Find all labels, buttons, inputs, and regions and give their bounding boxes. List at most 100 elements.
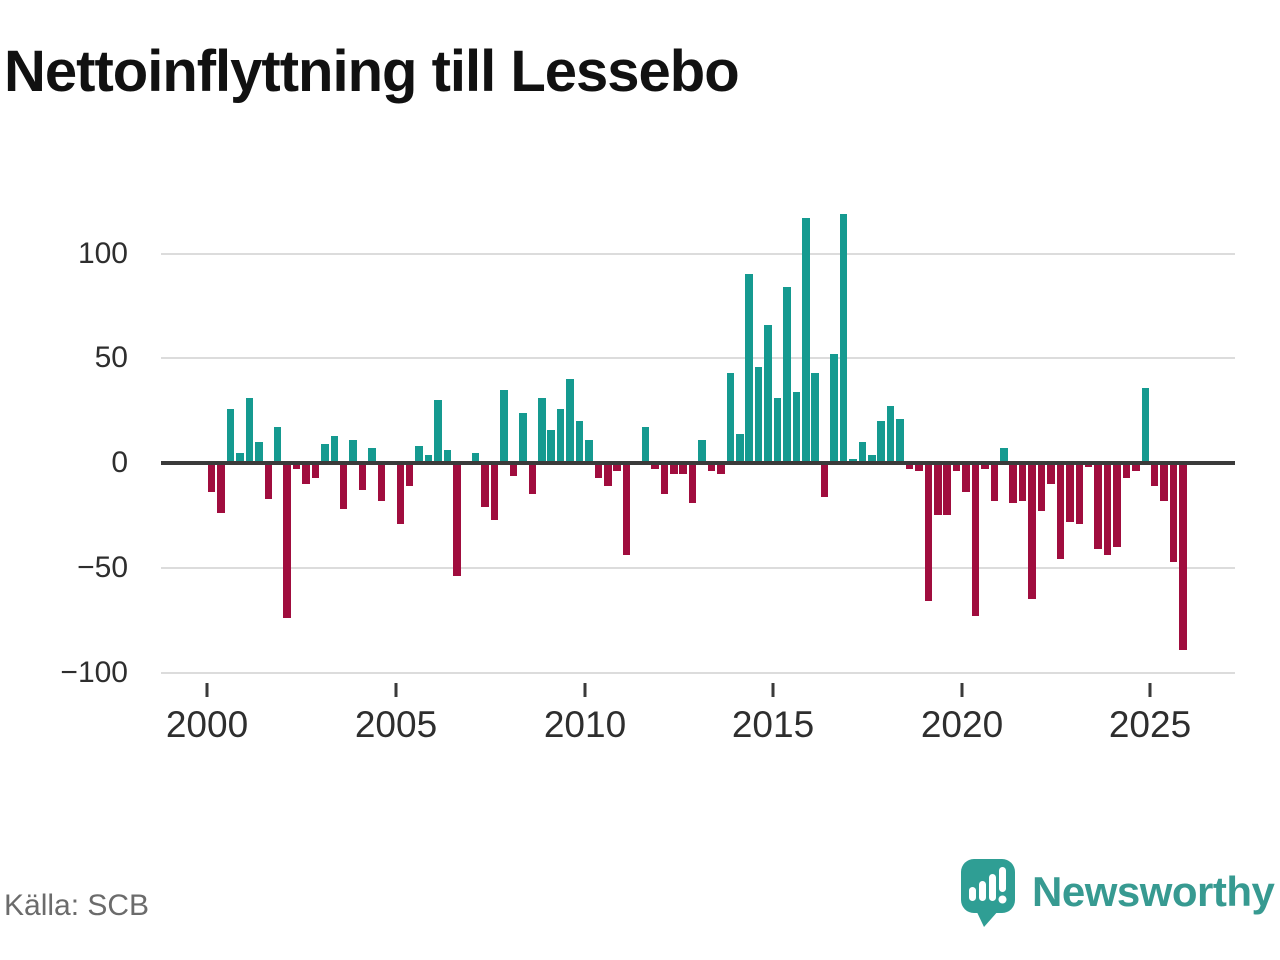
bar-2007-Q4	[500, 389, 508, 463]
bar-2017-Q4	[877, 421, 885, 463]
bar-2003-Q1	[321, 444, 329, 463]
bar-2025-Q1	[1150, 463, 1159, 486]
bar-2000-Q2	[217, 463, 225, 514]
x-tick-mark-2020	[960, 683, 964, 697]
y-tick-label: −50	[77, 550, 128, 584]
bar-2011-Q1	[622, 463, 631, 556]
bar-2009-Q2	[556, 408, 565, 463]
bar-2020-Q2	[971, 463, 980, 616]
bar-2005-Q3	[415, 446, 423, 463]
bar-2018-Q4	[915, 463, 923, 472]
bar-2016-Q2	[820, 463, 829, 497]
x-tick-label: 2000	[165, 704, 249, 745]
bar-2015-Q4	[802, 217, 810, 463]
x-tick-mark-2025	[1148, 683, 1152, 697]
bar-2001-Q2	[255, 442, 263, 464]
x-tick-mark-2010	[583, 683, 587, 697]
bar-2018-Q1	[886, 406, 895, 463]
bar-2012-Q2	[670, 463, 678, 474]
page-title: Nettoinflyttning till Lessebo	[4, 39, 740, 104]
bar-2022-Q4	[1066, 463, 1074, 522]
bar-2023-Q2	[1084, 463, 1093, 468]
bar-2008-Q3	[528, 463, 537, 495]
bar-2008-Q2	[519, 412, 527, 463]
bar-2003-Q4	[349, 440, 357, 463]
bar-2009-Q4	[575, 421, 584, 463]
bar-2002-Q3	[302, 463, 310, 484]
bar-2010-Q3	[604, 463, 612, 486]
source-caption: Källa: SCB	[4, 889, 150, 922]
bar-2003-Q3	[339, 463, 348, 510]
bar-2009-Q1	[547, 429, 555, 463]
x-tick-label: 2020	[920, 704, 1004, 745]
bar-2006-Q3	[453, 463, 461, 577]
bar-2000-Q1	[207, 463, 216, 493]
bar-2019-Q1	[924, 463, 933, 602]
x-tick-label: 2025	[1108, 704, 1192, 745]
bar-2016-Q4	[839, 213, 848, 463]
bar-2007-Q2	[481, 463, 489, 507]
bar-2011-Q3	[641, 427, 650, 463]
gridline-50	[161, 357, 1235, 360]
bar-2020-Q1	[962, 463, 970, 493]
bar-2018-Q2	[896, 419, 904, 463]
bar-2015-Q3	[792, 391, 801, 463]
bar-2019-Q3	[943, 463, 951, 516]
bar-2008-Q4	[538, 398, 546, 463]
bar-2014-Q4	[764, 324, 772, 463]
bar-2003-Q2	[330, 435, 339, 463]
bar-2001-Q3	[264, 463, 273, 499]
bar-2017-Q2	[858, 442, 867, 464]
bar-2007-Q1	[471, 452, 480, 463]
bar-2005-Q4	[424, 454, 433, 463]
bar-2010-Q1	[585, 440, 593, 463]
bar-2013-Q1	[698, 440, 706, 463]
x-tick-mark-2000	[205, 683, 209, 697]
bar-2022-Q1	[1037, 463, 1046, 512]
bar-2019-Q2	[934, 463, 942, 516]
newsworthy-logo-icon	[960, 858, 1016, 933]
bar-2001-Q4	[273, 427, 282, 463]
bar-2004-Q3	[377, 463, 386, 501]
x-tick-mark-2015	[771, 683, 775, 697]
bar-2023-Q1	[1075, 463, 1084, 524]
y-tick-label: 0	[111, 446, 128, 479]
bar-2006-Q2	[443, 450, 452, 463]
bar-2012-Q3	[679, 463, 687, 474]
bar-2016-Q1	[811, 372, 819, 463]
brand-name: Newsworthy	[1032, 867, 1275, 915]
x-tick-label: 2010	[543, 704, 627, 745]
bar-2005-Q2	[405, 463, 414, 486]
bar-2024-Q1	[1113, 463, 1121, 547]
bar-2002-Q2	[292, 463, 301, 470]
bar-2020-Q3	[981, 463, 989, 470]
y-tick-label: −100	[60, 655, 128, 689]
bar-2009-Q3	[566, 379, 574, 463]
gridline-100	[161, 252, 1235, 255]
bar-2013-Q3	[717, 463, 725, 474]
bar-2005-Q1	[396, 463, 405, 524]
bar-2014-Q3	[754, 366, 763, 463]
bar-2008-Q1	[509, 463, 518, 476]
bar-2014-Q2	[745, 274, 753, 463]
x-tick-label: 2005	[354, 704, 438, 745]
bar-2024-Q4	[1141, 387, 1150, 463]
bar-2000-Q3	[226, 408, 235, 463]
bar-2021-Q4	[1028, 463, 1036, 600]
bar-2015-Q2	[783, 287, 791, 463]
bar-2007-Q3	[490, 463, 499, 520]
bar-2025-Q4	[1179, 463, 1187, 650]
bar-2010-Q4	[613, 463, 621, 472]
bar-2023-Q3	[1094, 463, 1102, 549]
bar-2016-Q3	[830, 354, 838, 463]
bar-2004-Q1	[358, 463, 367, 491]
bar-2024-Q3	[1132, 463, 1140, 472]
bar-2006-Q1	[434, 400, 442, 463]
bar-2017-Q1	[849, 458, 857, 463]
bar-2022-Q3	[1056, 463, 1065, 560]
bar-2011-Q4	[651, 463, 659, 470]
bar-2021-Q3	[1018, 463, 1027, 501]
bar-2012-Q1	[660, 463, 669, 495]
bar-2019-Q4	[952, 463, 961, 472]
